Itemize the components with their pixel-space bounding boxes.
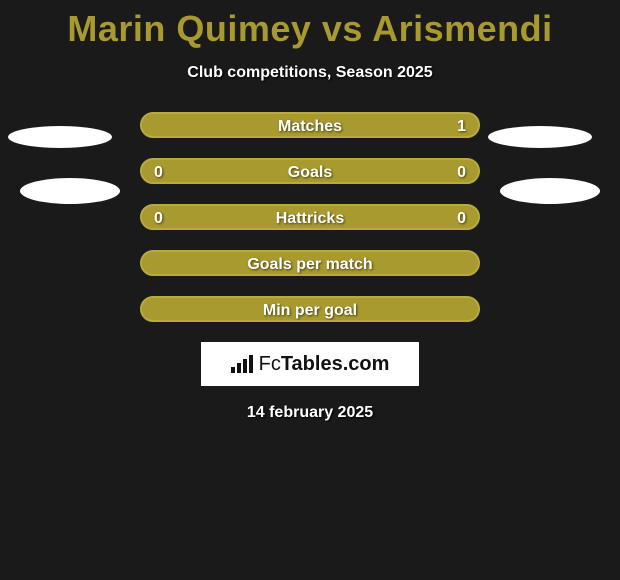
logo-prefix: Fc <box>259 353 281 375</box>
player-ellipse <box>488 126 592 148</box>
stat-value-left: 0 <box>154 206 163 230</box>
date-text: 14 february 2025 <box>0 404 620 422</box>
player-ellipse <box>8 126 112 148</box>
stat-value-left: 0 <box>154 160 163 184</box>
stat-label: Goals per match <box>142 252 478 276</box>
stat-label: Goals <box>142 160 478 184</box>
stat-row: Goals0 0 <box>140 158 480 184</box>
stat-value-right: 0 <box>457 160 466 184</box>
logo-suffix: Tables.com <box>281 353 390 375</box>
stat-value-right: 0 <box>457 206 466 230</box>
stat-label: Hattricks <box>142 206 478 230</box>
logo-box: FcTables.com <box>201 342 419 386</box>
logo: FcTables.com <box>231 353 390 376</box>
stat-row: Hattricks0 0 <box>140 204 480 230</box>
stat-row: Min per goal <box>140 296 480 322</box>
stat-row: Matches1 <box>140 112 480 138</box>
stat-label: Matches <box>142 114 478 138</box>
subtitle: Club competitions, Season 2025 <box>0 64 620 82</box>
stat-label: Min per goal <box>142 298 478 322</box>
stat-row: Goals per match <box>140 250 480 276</box>
bars-icon <box>231 355 255 373</box>
player-ellipse <box>20 178 120 204</box>
stat-value-right: 1 <box>457 114 466 138</box>
player-ellipse <box>500 178 600 204</box>
page-title: Marin Quimey vs Arismendi <box>0 0 620 50</box>
